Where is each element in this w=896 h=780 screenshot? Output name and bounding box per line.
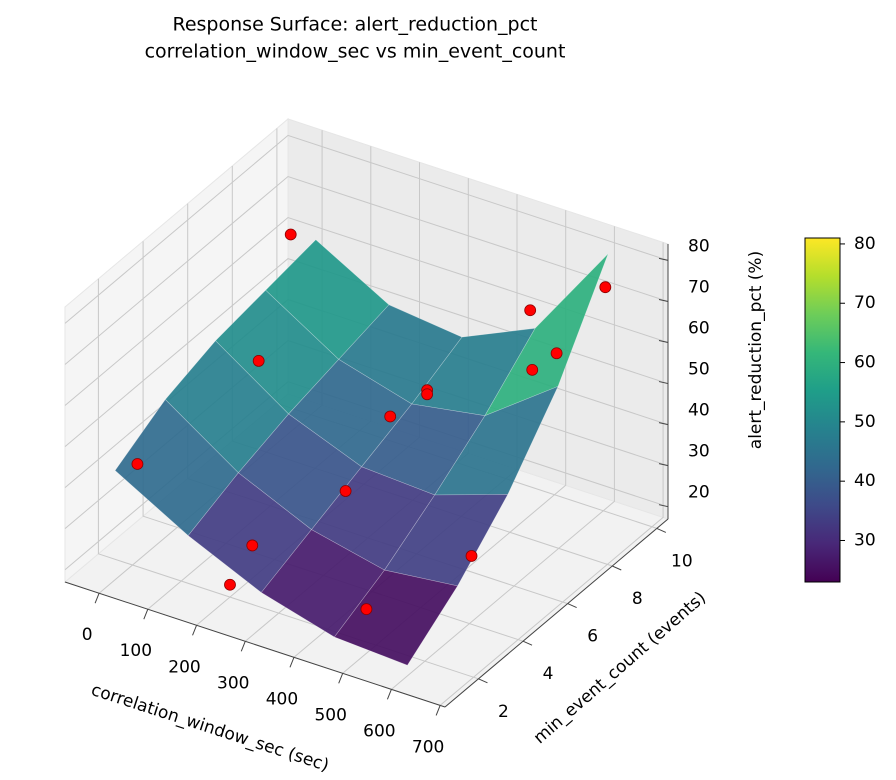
grid-line xyxy=(64,134,669,324)
z-tick xyxy=(658,298,669,302)
z-tick xyxy=(658,381,669,385)
data-point xyxy=(465,550,478,562)
grid-line xyxy=(439,242,664,706)
colorbar-tick-label: 80 xyxy=(854,234,876,254)
chart-subtitle: correlation_window_sec vs min_event_coun… xyxy=(145,41,566,63)
z-tick-label: 80 xyxy=(688,236,710,256)
data-point xyxy=(339,485,352,497)
colorbar xyxy=(804,237,841,583)
data-point xyxy=(526,363,539,376)
x-tick-label: 500 xyxy=(314,705,346,725)
x-tick-label: 400 xyxy=(266,689,298,709)
data-point xyxy=(384,410,397,423)
x-tick xyxy=(192,625,198,636)
x-tick xyxy=(94,593,100,604)
z-tick xyxy=(658,422,669,426)
y-tick-label: 8 xyxy=(632,589,643,609)
x-tick xyxy=(289,657,295,668)
z-tick-label: 50 xyxy=(688,360,710,380)
y-tick xyxy=(478,678,488,684)
x-axis-line xyxy=(64,581,446,708)
data-point xyxy=(224,578,236,591)
data-point xyxy=(599,281,612,294)
data-point xyxy=(131,458,144,470)
colorbar-tick-label: 50 xyxy=(854,412,876,432)
z-tick xyxy=(658,340,669,343)
z-tick-label: 40 xyxy=(688,401,710,421)
z-tick-label: 30 xyxy=(688,442,710,462)
x-tick xyxy=(386,689,392,700)
y-tick xyxy=(567,603,577,609)
colorbar-tick-label: 60 xyxy=(854,353,876,373)
x-tick-label: 600 xyxy=(363,721,395,741)
z-tick-label: 20 xyxy=(688,483,710,503)
data-point xyxy=(421,388,434,401)
y-tick xyxy=(522,640,533,646)
x-tick xyxy=(435,705,441,716)
z-tick-label: 70 xyxy=(688,277,710,297)
surface-patch xyxy=(484,253,609,417)
y-tick-label: 2 xyxy=(498,702,509,722)
x-tick-label: 200 xyxy=(168,657,200,677)
x-tick xyxy=(143,609,149,620)
z-tick xyxy=(658,463,669,467)
data-point xyxy=(252,355,265,367)
y-tick xyxy=(612,565,622,571)
z-axis-label: alert_reduction_pct (%) xyxy=(746,251,766,449)
z-tick xyxy=(658,257,669,261)
colorbar-tick-label: 30 xyxy=(854,530,876,550)
y-tick-label: 10 xyxy=(671,551,693,571)
surface-patch xyxy=(333,569,459,666)
x-tick-label: 100 xyxy=(120,641,152,661)
data-point xyxy=(246,539,259,552)
data-point xyxy=(284,228,297,241)
z-tick xyxy=(658,504,669,508)
data-point xyxy=(524,304,537,317)
x-tick xyxy=(338,673,344,684)
colorbar-tick-label: 40 xyxy=(854,471,876,491)
grid-line xyxy=(64,175,669,365)
x-tick-label: 0 xyxy=(82,625,93,645)
colorbar-tick-label: 70 xyxy=(854,293,876,313)
data-point xyxy=(360,603,373,616)
chart-title: Response Surface: alert_reduction_pct xyxy=(173,14,538,36)
y-tick-label: 6 xyxy=(587,627,598,647)
x-tick-label: 300 xyxy=(217,673,249,693)
y-axis-line xyxy=(444,518,669,708)
y-tick xyxy=(656,527,667,533)
grid-line xyxy=(64,216,669,406)
data-point xyxy=(550,347,563,360)
y-tick-label: 4 xyxy=(543,664,554,684)
x-tick-label: 700 xyxy=(412,737,444,757)
z-tick-label: 60 xyxy=(688,319,710,339)
grid-line xyxy=(391,226,615,690)
x-tick xyxy=(240,641,246,652)
